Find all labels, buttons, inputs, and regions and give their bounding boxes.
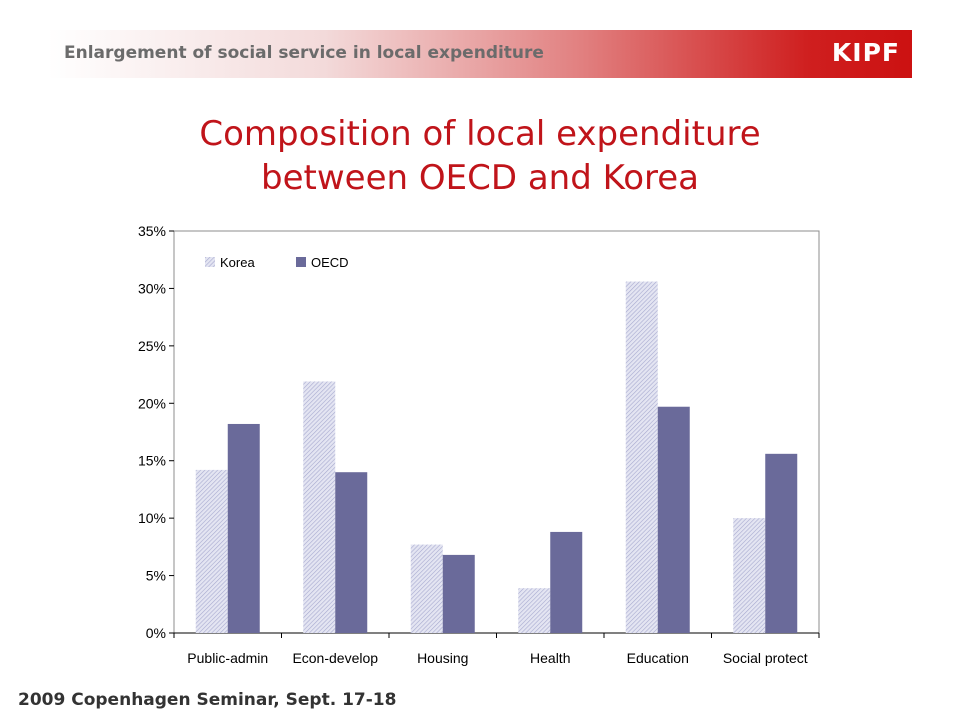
slide-title-line-1: Composition of local expenditure [199,114,761,154]
bar-korea-2 [410,544,443,633]
y-tick-label: 35% [138,223,166,239]
y-tick-label: 15% [138,453,166,469]
y-tick-label: 20% [138,395,166,411]
legend-swatch-korea [205,257,215,267]
x-tick-label: Housing [417,650,468,666]
slide-title-line-2: between OECD and Korea [261,158,699,198]
x-tick-label: Health [530,650,570,666]
kipf-logo: KIPF [831,38,900,67]
y-tick-label: 5% [146,568,166,584]
bar-oecd-0 [227,423,260,633]
slide-title: Composition of local expenditure between… [0,112,960,200]
x-tick-label: Social protect [723,650,808,666]
x-tick-label: Education [627,650,689,666]
bar-korea-4 [625,281,658,633]
x-tick-label: Public-admin [187,650,268,666]
legend-label-korea: Korea [220,255,255,270]
bar-korea-3 [518,588,551,633]
bar-oecd-3 [550,531,583,633]
bar-korea-0 [195,469,228,633]
y-tick-label: 30% [138,280,166,296]
legend-swatch-oecd [296,257,306,267]
plot-frame [173,230,820,634]
legend-label-oecd: OECD [311,255,349,270]
bar-oecd-2 [442,554,475,633]
bar-korea-5 [733,518,766,633]
bar-oecd-4 [657,406,690,633]
bar-oecd-1 [335,472,368,633]
header-title: Enlargement of social service in local e… [64,43,544,63]
footer-text: 2009 Copenhagen Seminar, Sept. 17-18 [18,690,397,710]
bar-oecd-5 [765,453,798,633]
y-tick-label: 25% [138,338,166,354]
header-bar: Enlargement of social service in local e… [48,30,912,78]
x-tick-label: Econ-develop [292,650,378,666]
bar-korea-1 [303,381,336,633]
y-tick-label: 10% [138,510,166,526]
y-tick-label: 0% [146,625,166,641]
